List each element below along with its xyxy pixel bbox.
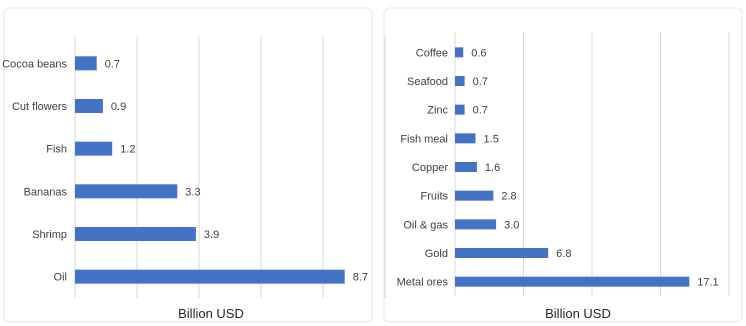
chart-right-category-label: Fish meal: [400, 133, 448, 145]
chart-right-category-label: Metal ores: [397, 277, 449, 289]
chart-right-bar: [455, 190, 494, 201]
chart-left-data-label: 0.7: [105, 58, 120, 70]
chart-left-data-label: 8.7: [353, 272, 368, 284]
chart-right-bar: [455, 219, 497, 230]
chart-right-data-label: 3.0: [504, 219, 519, 231]
chart-left-bar: [75, 184, 178, 199]
chart-right-bar: [455, 162, 477, 172]
chart-right-category-label: Oil & gas: [403, 219, 448, 231]
chart-right-category-label: Seafood: [407, 76, 448, 88]
chart-right-data-label: 0.7: [473, 105, 488, 117]
chart-right-bar: [455, 47, 464, 58]
chart-left-bar: [75, 56, 97, 71]
chart-right-data-label: 1.6: [485, 162, 500, 174]
chart-right-data-label: 1.5: [484, 133, 499, 145]
chart-left-data-label: 0.9: [111, 101, 126, 113]
chart-right: Coffee Seafood Zinc Fish meal Copper Fruits Oi…: [383, 7, 743, 323]
chart-left-frame: [3, 7, 373, 323]
chart-right-data-label: 6.8: [556, 248, 571, 260]
chart-left-bar: [75, 141, 113, 156]
chart-left: Cocoa beans Cut flowers Fish Bananas Shrimp O…: [2, 7, 386, 323]
chart-left-bar: [75, 269, 345, 284]
chart-left-data-label: 1.2: [120, 144, 135, 156]
chart-right-bar: [455, 76, 465, 86]
chart-left-category-label: Bananas: [24, 186, 68, 198]
chart-right-bar: [455, 104, 465, 115]
chart-right-data-label: 17.1: [697, 277, 718, 289]
chart-right-data-label: 2.8: [501, 191, 516, 203]
chart-left-category-label: Fish: [46, 144, 67, 156]
chart-left-x-axis-title: Billion USD: [178, 306, 244, 321]
chart-left-category-label: Oil: [54, 272, 67, 284]
chart-left-bar: [75, 227, 196, 241]
chart-right-category-label: Fruits: [421, 191, 449, 203]
chart-right-data-label: 0.6: [471, 47, 486, 59]
chart-right-category-label: Zinc: [427, 105, 448, 117]
chart-right-x-axis-title: Billion USD: [545, 306, 611, 321]
chart-left-data-label: 3.3: [185, 186, 200, 198]
chart-right-bar: [455, 133, 476, 144]
chart-right-category-label: Gold: [425, 248, 448, 260]
chart-right-category-label: Copper: [412, 162, 448, 174]
chart-left-category-label: Cut flowers: [12, 101, 68, 113]
chart-left-category-label: Shrimp: [32, 229, 67, 241]
chart-left-data-label: 3.9: [204, 229, 219, 241]
chart-right-frame: [383, 7, 743, 323]
chart-right-data-label: 0.7: [473, 76, 488, 88]
chart-right-bar: [455, 276, 690, 287]
chart-right-bar: [455, 248, 549, 258]
chart-left-bar: [75, 99, 103, 113]
chart-left-category-label: Cocoa beans: [2, 58, 67, 70]
chart-right-category-label: Coffee: [416, 47, 448, 59]
